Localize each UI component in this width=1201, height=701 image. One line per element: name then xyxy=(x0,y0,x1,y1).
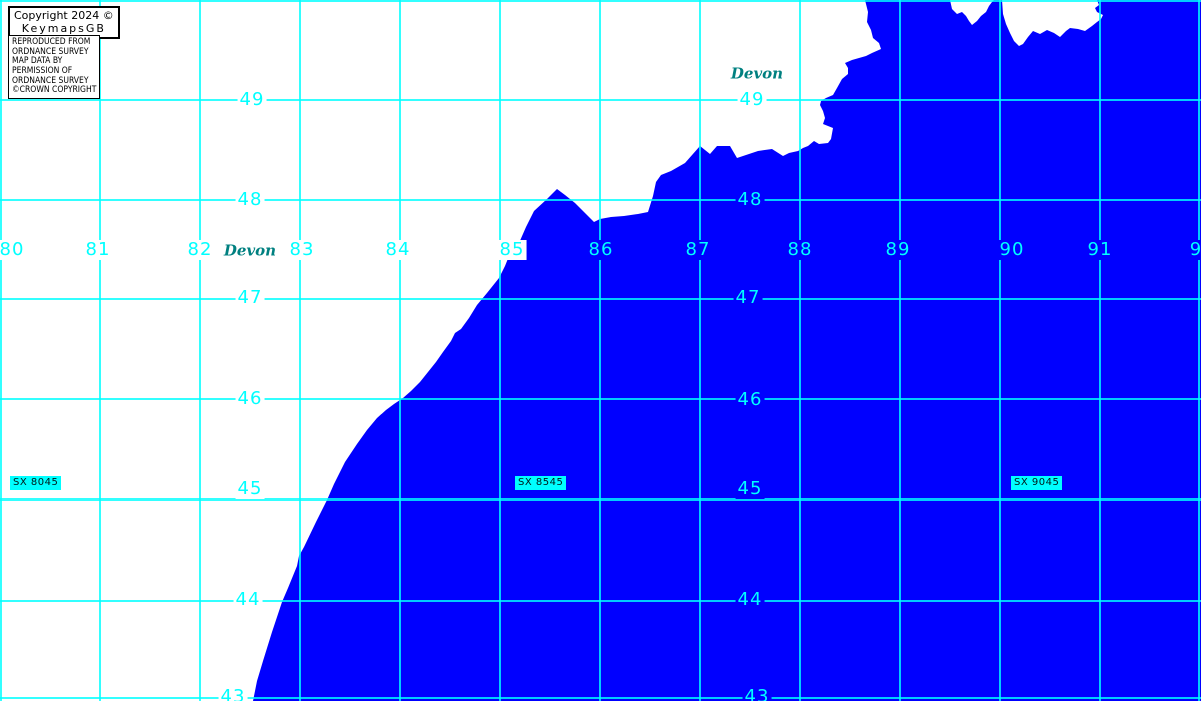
copyright-box: Copyright 2024 © KeymapsGB xyxy=(8,6,120,40)
easting-label: 9 xyxy=(1187,240,1201,260)
copyright-line: Copyright 2024 © xyxy=(14,9,114,22)
grid-line-horizontal xyxy=(0,298,1201,300)
grid-line-vertical xyxy=(999,0,1001,701)
northing-label: 43 xyxy=(742,687,772,701)
grid-line-vertical xyxy=(99,0,101,701)
grid-line-vertical xyxy=(299,0,301,701)
grid-line-vertical xyxy=(0,0,2,701)
easting-label: 90 xyxy=(997,239,1027,260)
grid-line-vertical xyxy=(1198,0,1200,701)
easting-label: 84 xyxy=(383,239,413,260)
county-label-devon: Devon xyxy=(730,64,784,83)
grid-line-horizontal xyxy=(0,697,1201,699)
grid-line-vertical xyxy=(599,0,601,701)
attribution-line: ©CROWN COPYRIGHT xyxy=(12,85,97,96)
northing-label: 45 xyxy=(235,478,265,499)
easting-label: 85 xyxy=(497,239,527,260)
grid-line-vertical xyxy=(399,0,401,701)
easting-label: 83 xyxy=(287,239,317,260)
easting-label: 80 xyxy=(0,240,27,260)
grid-line-horizontal xyxy=(0,199,1201,201)
northing-label: 46 xyxy=(235,388,265,409)
grid-line-vertical xyxy=(1099,0,1101,701)
grid-line-vertical xyxy=(699,0,701,701)
copyright-brand: KeymapsGB xyxy=(21,21,106,35)
grid-line-vertical xyxy=(199,0,201,701)
attribution-line: MAP DATA BY xyxy=(12,56,63,67)
grid-line-horizontal xyxy=(0,398,1201,400)
easting-label: 86 xyxy=(586,239,616,260)
grid-ref-label: SX 8545 xyxy=(515,476,567,490)
county-label-devon: Devon xyxy=(223,241,277,260)
grid-line-horizontal xyxy=(0,0,1201,2)
northing-label: 48 xyxy=(235,189,265,210)
coastline-headland-a xyxy=(950,0,994,25)
attribution-line: REPRODUCED FROM xyxy=(12,37,91,47)
northing-label: 46 xyxy=(735,389,765,410)
grid-line-horizontal xyxy=(0,600,1201,602)
northing-label: 47 xyxy=(733,287,763,308)
northing-label: 49 xyxy=(737,89,767,110)
grid-ref-label: SX 8045 xyxy=(10,476,62,490)
grid-line-vertical xyxy=(799,0,801,701)
northing-label: 44 xyxy=(233,589,263,610)
grid-ref-label: SX 9045 xyxy=(1011,476,1063,490)
easting-label: 81 xyxy=(83,239,113,260)
northing-label: 45 xyxy=(735,478,765,499)
grid-line-horizontal xyxy=(0,99,1201,101)
northing-label: 44 xyxy=(735,589,765,610)
northing-label: 48 xyxy=(735,189,765,210)
attribution-line: ORDNANCE SURVEY xyxy=(12,46,89,57)
northing-label: 43 xyxy=(218,687,248,701)
grid-line-horizontal xyxy=(0,498,1201,501)
coastline-headland-b xyxy=(1002,0,1103,46)
grid-line-vertical xyxy=(899,0,901,701)
easting-label: 91 xyxy=(1085,239,1115,260)
grid-line-vertical xyxy=(499,0,501,701)
northing-label: 49 xyxy=(237,89,267,110)
easting-label: 87 xyxy=(683,239,713,260)
easting-label: 89 xyxy=(883,239,913,260)
attribution-box: REPRODUCED FROM ORDNANCE SURVEY MAP DATA B… xyxy=(8,35,101,100)
attribution-line: PERMISSION OF xyxy=(12,66,73,77)
easting-label: 88 xyxy=(785,239,815,260)
coastline-mainland xyxy=(0,0,881,701)
attribution-line: ORDNANCE SURVEY xyxy=(12,75,89,86)
easting-label: 82 xyxy=(185,239,215,260)
northing-label: 47 xyxy=(235,287,265,308)
